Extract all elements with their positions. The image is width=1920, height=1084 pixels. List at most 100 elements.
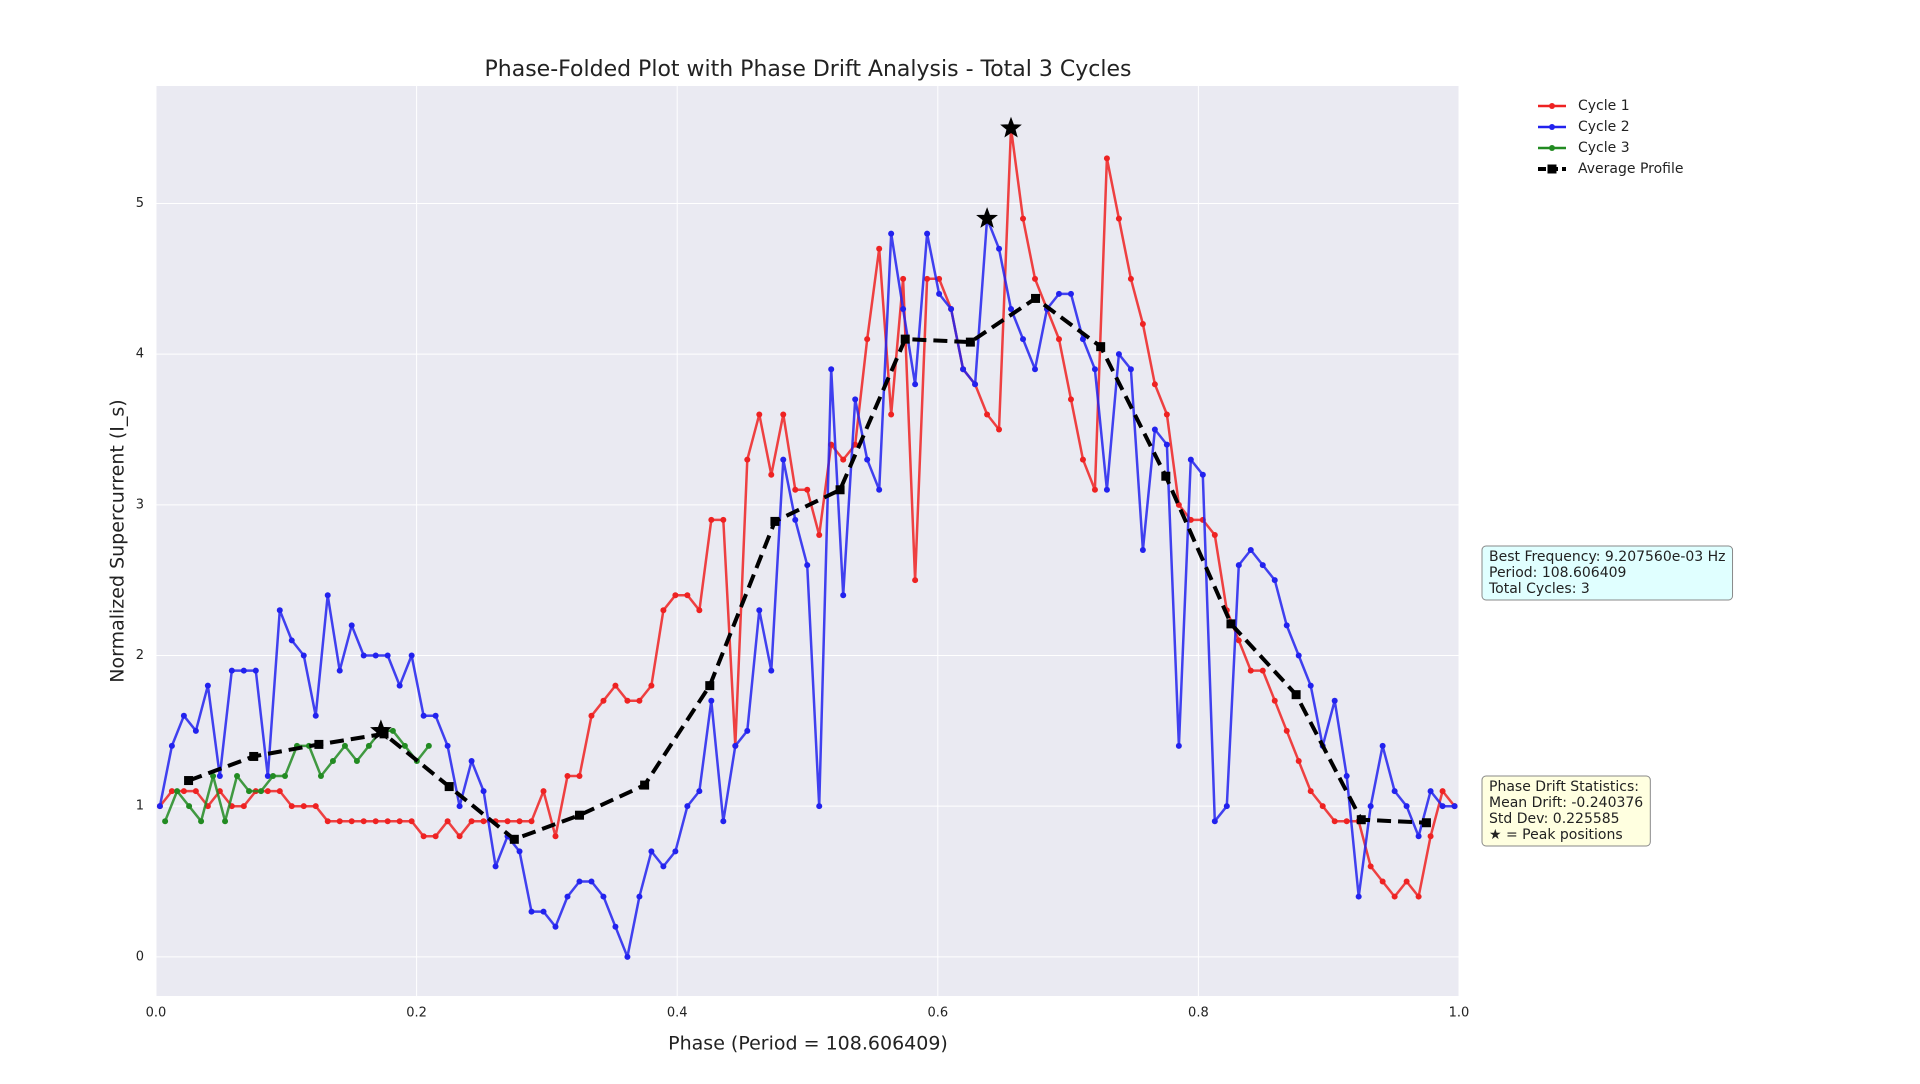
data-point (1103, 486, 1110, 493)
data-point (660, 607, 667, 614)
data-point (1096, 342, 1106, 352)
annotation-text: Period: 108.606409 (1489, 565, 1626, 581)
data-point (835, 485, 845, 495)
data-point (432, 833, 439, 840)
data-point (672, 592, 679, 599)
data-point (162, 818, 169, 825)
data-point (588, 878, 595, 885)
data-point (1379, 878, 1386, 885)
y-tick-label: 0 (136, 949, 144, 964)
data-point (444, 782, 454, 792)
data-point (1031, 293, 1041, 303)
data-point (984, 411, 991, 418)
data-point (696, 788, 703, 795)
data-point (504, 818, 511, 825)
data-point (1115, 351, 1122, 358)
data-point (756, 411, 763, 418)
data-point (480, 818, 487, 825)
y-tick-label: 3 (136, 497, 144, 512)
data-point (672, 848, 679, 855)
data-point (564, 773, 571, 780)
data-point (1151, 426, 1158, 433)
data-point (1163, 441, 1170, 448)
x-tick-label: 0.0 (146, 1006, 167, 1021)
data-point (300, 803, 307, 810)
data-point (744, 456, 751, 463)
data-point (300, 652, 307, 659)
data-point (1331, 697, 1338, 704)
chart-title: Phase-Folded Plot with Phase Drift Analy… (485, 57, 1132, 82)
data-point (600, 697, 607, 704)
data-point (600, 893, 607, 900)
data-point (1067, 290, 1074, 297)
data-point (204, 682, 211, 689)
data-point (264, 788, 271, 795)
data-point (492, 863, 499, 870)
data-point (1127, 275, 1134, 282)
legend-marker (1549, 124, 1555, 130)
annotation-background (1481, 545, 1734, 601)
data-point (1115, 215, 1122, 222)
data-point (276, 788, 283, 795)
y-axis-label: Normalized Supercurrent (I_s) (107, 399, 129, 682)
data-point (372, 818, 379, 825)
series-line (187, 296, 1427, 842)
plot-area (156, 86, 1459, 996)
data-point (1175, 501, 1182, 508)
data-point (222, 818, 229, 825)
data-point (420, 833, 427, 840)
data-point (258, 788, 265, 795)
data-point (216, 773, 223, 780)
data-point (156, 803, 163, 810)
data-point (792, 516, 799, 523)
data-point (353, 757, 360, 764)
data-point (480, 788, 487, 795)
data-point (684, 592, 691, 599)
data-point (648, 682, 655, 689)
data-point (1331, 818, 1338, 825)
data-point (288, 803, 295, 810)
data-point (174, 788, 181, 795)
data-point (1259, 562, 1266, 569)
data-point (660, 863, 667, 870)
data-point (528, 818, 535, 825)
data-point (1356, 815, 1366, 825)
data-point (1367, 863, 1374, 870)
data-point (1391, 893, 1398, 900)
data-point (1403, 803, 1410, 810)
data-point (1187, 456, 1194, 463)
data-point (312, 712, 319, 719)
data-point (636, 893, 643, 900)
data-point (384, 818, 391, 825)
data-point (1439, 788, 1446, 795)
data-point (756, 607, 763, 614)
data-point (1421, 818, 1431, 828)
data-point (379, 729, 389, 739)
data-point (540, 788, 547, 795)
data-point (1103, 155, 1110, 162)
data-point (1163, 411, 1170, 418)
data-point (348, 818, 355, 825)
data-point (180, 712, 187, 719)
y-tick-label: 2 (136, 648, 144, 663)
data-point (888, 411, 895, 418)
data-point (804, 486, 811, 493)
data-point (640, 780, 650, 790)
data-point (384, 652, 391, 659)
data-point (852, 396, 859, 403)
data-point (1295, 652, 1302, 659)
legend-label: Average Profile (1578, 161, 1683, 177)
data-point (864, 456, 871, 463)
data-point (1055, 336, 1062, 343)
data-point (1139, 547, 1146, 554)
data-point (1307, 788, 1314, 795)
data-point (576, 773, 583, 780)
data-point (240, 667, 247, 674)
data-point (1295, 757, 1302, 764)
data-point (1283, 727, 1290, 734)
data-point (456, 803, 463, 810)
data-point (720, 516, 727, 523)
data-point (840, 592, 847, 599)
x-tick-label: 0.2 (406, 1006, 427, 1021)
data-point (210, 773, 217, 780)
